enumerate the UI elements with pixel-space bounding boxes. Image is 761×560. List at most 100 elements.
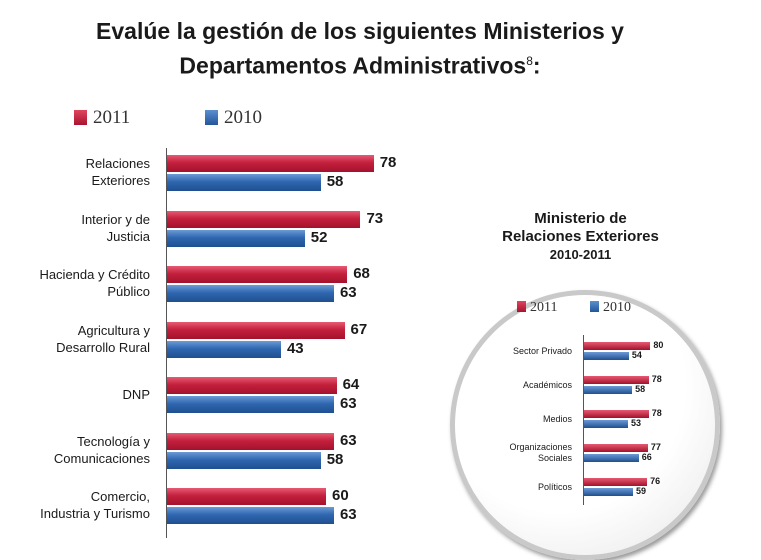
inset-data-label-2011: 77 — [650, 442, 661, 452]
category-label-line: Justicia — [106, 228, 150, 244]
data-label-2010: 63 — [339, 506, 357, 523]
inset-bar-2010 — [584, 352, 629, 360]
inset-title-line-1: Ministerio de — [534, 210, 627, 227]
inset-category-label-line: Organizaciones — [509, 442, 572, 452]
data-label-2011: 78 — [379, 154, 397, 171]
data-label-2010: 63 — [339, 395, 357, 412]
inset-legend-swatch-2010 — [590, 301, 599, 312]
inset-chart-axis — [583, 335, 584, 505]
category-label-line: DNP — [122, 387, 150, 402]
inset-subtitle: 2010-2011 — [549, 247, 612, 262]
bar-2011 — [167, 377, 337, 394]
inset-data-label-2010: 54 — [631, 350, 642, 360]
inset-category-label: Organizaciones Sociales — [480, 442, 572, 464]
inset-bar-2010 — [584, 386, 633, 394]
bar-2010 — [167, 507, 334, 524]
category-label-line: Industria y Turismo — [40, 506, 150, 521]
data-label-2011: 60 — [332, 487, 349, 504]
legend-item-2011: 2011 — [74, 107, 130, 129]
inset-data-label-2010: 53 — [630, 418, 641, 428]
category-label-line: Público — [107, 284, 150, 299]
title-line-1: Evalúe la gestión de los siguientes Mini… — [96, 18, 624, 44]
legend-swatch-2010 — [205, 110, 218, 125]
inset-category-label-line: Medios — [542, 414, 572, 424]
title-footnote: 8 — [526, 54, 533, 68]
inset-bar-2011 — [584, 342, 651, 350]
category-label-line: Hacienda y Crédito — [39, 267, 150, 282]
bar-2011 — [167, 488, 326, 505]
bar-2011 — [167, 210, 361, 228]
inset-legend-label-2011: 2011 — [530, 300, 558, 315]
inset-data-label-2011: 76 — [650, 476, 661, 486]
bar-2010 — [167, 396, 334, 413]
data-label-2010: 58 — [326, 450, 344, 468]
category-label-line: Desarrollo Rural — [56, 339, 150, 355]
inset-bar-2010 — [584, 454, 639, 462]
inset-bar-2011 — [584, 444, 648, 452]
inset-category-label: Académicos — [480, 380, 572, 391]
inset-bar-2011 — [584, 478, 648, 486]
legend-swatch-2011 — [74, 110, 87, 125]
main-chart-axis — [166, 148, 167, 538]
category-label-line: Exteriores — [91, 173, 150, 188]
inset-data-label-2010: 66 — [641, 452, 652, 462]
data-label-2010: 63 — [339, 284, 357, 301]
inset-category-label-line: Académicos — [522, 380, 572, 390]
data-label-2010: 58 — [326, 173, 344, 190]
data-label-2011: 67 — [350, 320, 368, 338]
bar-2010 — [167, 451, 321, 469]
inset-data-label-2010: 58 — [635, 384, 646, 394]
inset-category-label-line: Políticos — [537, 482, 572, 492]
bar-2011 — [167, 155, 374, 172]
legend-label-2010: 2010 — [224, 107, 262, 128]
data-label-2011: 73 — [366, 209, 384, 227]
title-colon: : — [532, 52, 541, 79]
category-label-line: Relaciones — [85, 156, 150, 171]
bar-2011 — [167, 432, 334, 450]
chart-title: Evalúe la gestión de los siguientes Mini… — [40, 16, 680, 81]
data-label-2011: 68 — [353, 265, 370, 282]
inset-data-label-2011: 78 — [651, 374, 662, 384]
category-label: Tecnología y Comunicaciones — [0, 433, 150, 467]
inset-legend-label-2010: 2010 — [603, 300, 631, 315]
title-line-2: Departamentos Administrativos — [179, 52, 527, 79]
inset-data-label-2011: 80 — [653, 340, 664, 350]
inset-title: Ministerio de Relaciones Exteriores 2010… — [468, 210, 693, 264]
category-label: Comercio, Industria y Turismo — [0, 488, 150, 522]
inset-category-label: Sector Privado — [480, 346, 572, 357]
inset-legend-item-2010: 2010 — [590, 300, 631, 316]
data-label-2011: 64 — [342, 376, 360, 393]
inset-bar-2010 — [584, 488, 633, 496]
inset-data-label-2010: 59 — [635, 486, 646, 496]
data-label-2011: 63 — [339, 431, 357, 449]
bar-2011 — [167, 266, 348, 283]
category-label-line: Tecnología y — [77, 433, 150, 449]
inset-category-label: Medios — [480, 414, 572, 425]
inset-data-label-2011: 78 — [651, 408, 662, 418]
bar-2011 — [167, 321, 345, 339]
category-label: Relaciones Exteriores — [0, 155, 150, 189]
inset-category-label: Políticos — [480, 482, 572, 493]
inset-category-label-line: Sociales — [537, 453, 572, 463]
bar-2010 — [167, 340, 281, 358]
inset-bar-2011 — [584, 410, 649, 418]
bar-2010 — [167, 285, 334, 302]
bar-2010 — [167, 229, 305, 247]
category-label-line: Agricultura y — [77, 322, 150, 338]
inset-bar-2010 — [584, 420, 628, 428]
inset-bar-2011 — [584, 376, 649, 384]
category-label: DNP — [0, 386, 150, 403]
category-label: Agricultura y Desarrollo Rural — [0, 322, 150, 356]
category-label-line: Comercio, — [90, 489, 150, 504]
category-label-line: Interior y de — [81, 211, 150, 227]
data-label-2010: 52 — [310, 228, 328, 246]
legend-item-2010: 2010 — [205, 107, 262, 129]
category-label: Hacienda y Crédito Público — [0, 266, 150, 300]
data-label-2010: 43 — [286, 339, 304, 357]
inset-legend-swatch-2011 — [517, 301, 526, 312]
legend-label-2011: 2011 — [93, 107, 131, 128]
inset-category-label-line: Sector Privado — [512, 346, 572, 356]
inset-title-line-2: Relaciones Exteriores — [502, 228, 659, 245]
category-label: Interior y de Justicia — [0, 211, 150, 245]
category-label-line: Comunicaciones — [53, 450, 150, 466]
